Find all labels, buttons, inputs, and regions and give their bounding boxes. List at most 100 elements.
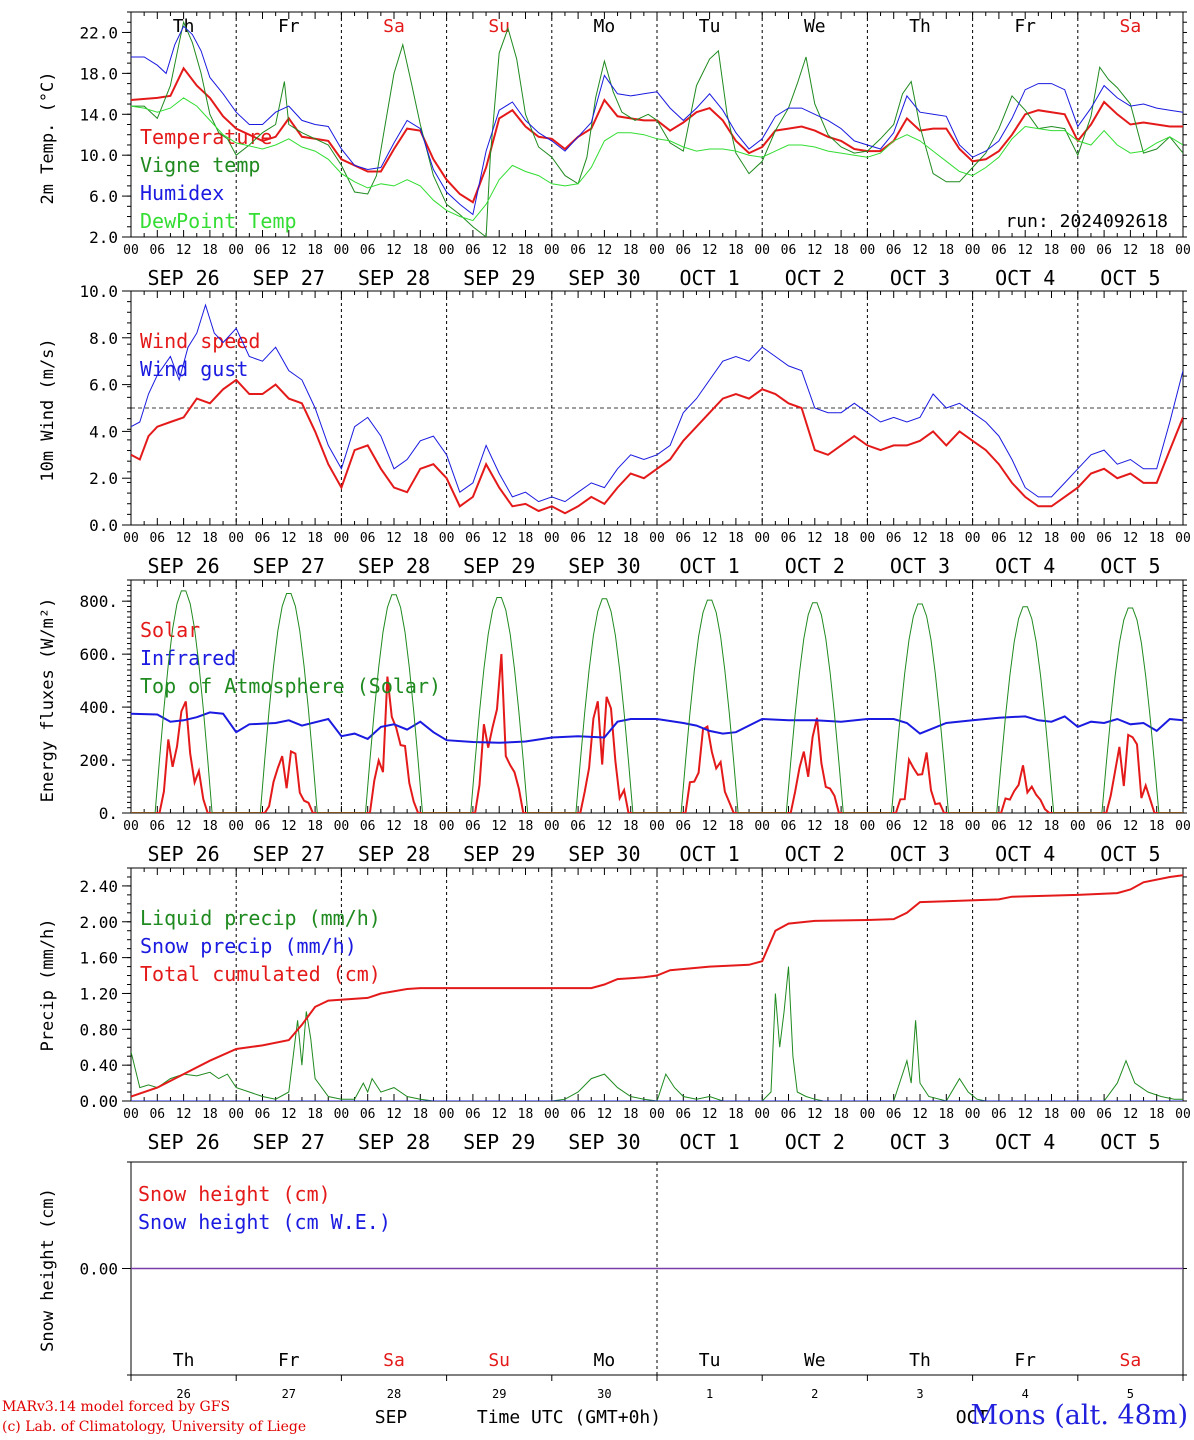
legend-entry: Total cumulated (cm) bbox=[140, 962, 381, 986]
date-label: OCT 1 bbox=[679, 266, 739, 290]
date-label: SEP 29 bbox=[463, 266, 535, 290]
hour-tick-label: 00 bbox=[754, 243, 770, 258]
hour-tick-label: 12 bbox=[807, 531, 823, 546]
y-axis-label: Energy fluxes (W/m²) bbox=[38, 598, 58, 803]
hour-tick-label: 18 bbox=[1149, 819, 1165, 834]
date-label: SEP 28 bbox=[358, 554, 430, 578]
hour-tick-label: 06 bbox=[255, 1107, 271, 1122]
hour-tick-label: 06 bbox=[1096, 819, 1112, 834]
hour-tick-label: 00 bbox=[544, 1107, 560, 1122]
y-tick-label: 6.0 bbox=[89, 187, 118, 206]
hour-tick-label: 12 bbox=[1123, 1107, 1139, 1122]
day-number-label: 5 bbox=[1127, 1387, 1134, 1401]
hour-tick-label: 06 bbox=[465, 819, 481, 834]
hour-tick-label: 18 bbox=[728, 819, 744, 834]
y-tick-label: 800. bbox=[79, 592, 118, 611]
hour-tick-label: 00 bbox=[1070, 1107, 1086, 1122]
day-name-label: We bbox=[804, 1350, 826, 1371]
y-tick-label: 4.0 bbox=[89, 422, 118, 441]
hour-tick-label: 00 bbox=[439, 531, 455, 546]
date-label: SEP 28 bbox=[358, 1130, 430, 1154]
date-label: OCT 5 bbox=[1100, 1130, 1160, 1154]
hour-tick-label: 18 bbox=[833, 819, 849, 834]
hour-tick-label: 12 bbox=[597, 243, 613, 258]
date-label: OCT 2 bbox=[785, 554, 845, 578]
date-label: SEP 29 bbox=[463, 842, 535, 866]
panel-wind: 0.0 2.0 4.0 6.0 8.0 10.0 10m Wind (m/s) 00 06 12 1… bbox=[38, 282, 1191, 578]
hour-tick-label: 00 bbox=[1175, 243, 1191, 258]
day-number-label: 29 bbox=[492, 1387, 506, 1401]
hour-tick-label: 12 bbox=[491, 1107, 507, 1122]
hour-tick-label: 18 bbox=[412, 1107, 428, 1122]
series-line-top-of-atmosphere-solar bbox=[131, 590, 1183, 813]
hour-tick-label: 00 bbox=[1175, 819, 1191, 834]
hour-tick-label: 18 bbox=[1044, 531, 1060, 546]
hour-tick-label: 06 bbox=[886, 819, 902, 834]
hour-tick-label: 06 bbox=[886, 1107, 902, 1122]
hour-tick-label: 12 bbox=[386, 531, 402, 546]
date-label: OCT 1 bbox=[679, 842, 739, 866]
hour-tick-label: 00 bbox=[334, 1107, 350, 1122]
bottom-axis: Th 26 Fr 27 Sa 28 Su 29 Mo 30 Tu 1 We 2 Th 3 Fr 4 Sa 5 SEP OC… bbox=[173, 1350, 1141, 1428]
hour-tick-label: 00 bbox=[439, 819, 455, 834]
hour-tick-label: 06 bbox=[255, 819, 271, 834]
hour-tick-label: 18 bbox=[412, 531, 428, 546]
series-line-total-cumulated-cm bbox=[131, 874, 1183, 1098]
hour-tick-label: 06 bbox=[149, 531, 165, 546]
y-tick-label: 2.0 bbox=[89, 228, 118, 247]
hour-tick-label: 00 bbox=[1175, 1107, 1191, 1122]
date-label: OCT 3 bbox=[890, 554, 950, 578]
legend-entry: Infrared bbox=[140, 646, 236, 670]
hour-tick-label: 12 bbox=[176, 1107, 192, 1122]
hour-tick-label: 00 bbox=[649, 1107, 665, 1122]
hour-tick-label: 12 bbox=[176, 531, 192, 546]
day-name-label: Sa bbox=[383, 16, 405, 37]
series-line-wind-gust bbox=[131, 303, 1183, 503]
hour-tick-label: 06 bbox=[781, 819, 797, 834]
hour-tick-label: 12 bbox=[807, 243, 823, 258]
panel-energy: 0. 200. 400. 600. 800. Energy fluxes (W/m²) 00… bbox=[38, 579, 1191, 866]
day-name-label: Sa bbox=[383, 1350, 405, 1371]
hour-tick-label: 12 bbox=[702, 1107, 718, 1122]
hour-tick-label: 18 bbox=[1149, 243, 1165, 258]
hour-tick-label: 06 bbox=[570, 1107, 586, 1122]
date-label: OCT 4 bbox=[995, 554, 1055, 578]
hour-tick-label: 06 bbox=[149, 243, 165, 258]
hour-tick-label: 00 bbox=[860, 531, 876, 546]
hour-tick-label: 18 bbox=[833, 1107, 849, 1122]
day-name-label: Fr bbox=[278, 1350, 300, 1371]
hour-tick-label: 06 bbox=[465, 243, 481, 258]
hour-tick-label: 12 bbox=[1017, 531, 1033, 546]
hour-tick-label: 00 bbox=[860, 1107, 876, 1122]
day-name-label: We bbox=[804, 16, 826, 37]
hour-tick-label: 00 bbox=[228, 243, 244, 258]
hour-tick-label: 18 bbox=[623, 531, 639, 546]
hour-tick-label: 06 bbox=[991, 1107, 1007, 1122]
y-tick-label: 0.0 bbox=[89, 516, 118, 535]
hour-tick-label: 18 bbox=[202, 243, 218, 258]
hour-tick-label: 00 bbox=[1070, 243, 1086, 258]
hour-tick-label: 18 bbox=[938, 1107, 954, 1122]
hour-tick-label: 06 bbox=[360, 819, 376, 834]
y-tick-label: 400. bbox=[79, 698, 118, 717]
hour-tick-label: 12 bbox=[807, 819, 823, 834]
hour-tick-label: 12 bbox=[1017, 819, 1033, 834]
y-tick-label: 10.0 bbox=[79, 282, 118, 301]
series-line-vigne-temp bbox=[131, 20, 1183, 237]
hour-tick-label: 06 bbox=[1096, 243, 1112, 258]
hour-tick-label: 06 bbox=[255, 243, 271, 258]
hour-tick-label: 00 bbox=[754, 819, 770, 834]
hour-tick-label: 18 bbox=[938, 531, 954, 546]
date-label: OCT 4 bbox=[995, 842, 1055, 866]
month-label: SEP bbox=[375, 1407, 408, 1428]
day-number-label: 27 bbox=[282, 1387, 296, 1401]
y-tick-label: 600. bbox=[79, 645, 118, 664]
date-label: SEP 29 bbox=[463, 1130, 535, 1154]
legend-entry: Snow height (cm W.E.) bbox=[138, 1210, 391, 1234]
day-name-label: Sa bbox=[1120, 16, 1142, 37]
y-tick-label: 18.0 bbox=[79, 64, 118, 83]
hour-tick-label: 18 bbox=[307, 819, 323, 834]
hour-tick-label: 18 bbox=[833, 531, 849, 546]
y-axis-label: Precip (mm/h) bbox=[38, 918, 58, 1051]
hour-tick-label: 00 bbox=[754, 1107, 770, 1122]
